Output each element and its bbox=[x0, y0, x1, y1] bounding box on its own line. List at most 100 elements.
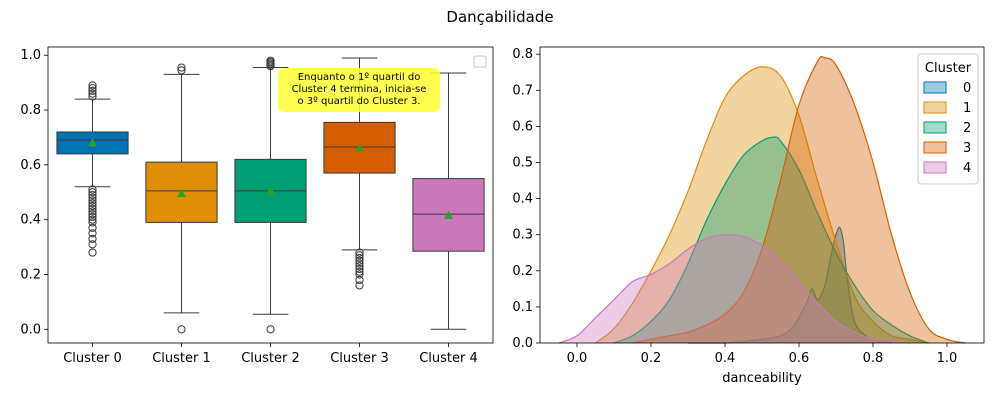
outlier-point bbox=[88, 248, 97, 257]
y-tick-label: 0.1 bbox=[512, 300, 533, 315]
outlier-point bbox=[88, 84, 97, 93]
outlier-point bbox=[88, 240, 97, 249]
outlier-point bbox=[355, 251, 364, 260]
outlier-point bbox=[355, 264, 364, 274]
figure-title: Dançabilidade bbox=[446, 8, 553, 26]
legend-label: 3 bbox=[963, 141, 971, 156]
legend-label: 4 bbox=[963, 161, 971, 176]
kde-legend: Cluster 0 1 2 3 4 bbox=[917, 53, 979, 185]
boxplot-plot-area: 0.0 0.2 0.4 0.6 0.8 1.0 Cluster 0 Cluster 1 Clus… bbox=[20, 46, 494, 366]
outlier-point bbox=[177, 325, 186, 334]
legend-swatch-cluster-0 bbox=[923, 81, 947, 94]
legend-label: 1 bbox=[963, 101, 971, 116]
kde-panel: 0.0 0.1 0.2 0.3 0.4 0.5 0.6 0.7 0.8 0.0 0.2 0.4 0.6 0… bbox=[512, 46, 985, 386]
y-tick-label: 0.8 bbox=[512, 47, 533, 62]
annotation-line-2: Cluster 4 termina, inicia-se bbox=[292, 84, 427, 95]
outlier-point bbox=[88, 89, 97, 98]
outlier-point bbox=[355, 275, 364, 285]
density-line-cluster-0 bbox=[688, 226, 892, 344]
y-tick-label: 1.0 bbox=[20, 48, 41, 63]
outlier-point bbox=[88, 81, 97, 90]
kde-axes-frame bbox=[539, 46, 985, 344]
y-tick-label: 0.4 bbox=[20, 213, 41, 228]
mean-marker bbox=[444, 210, 453, 220]
y-tick-label: 0.4 bbox=[512, 192, 533, 207]
x-tick-label: Cluster 1 bbox=[152, 351, 211, 366]
mean-marker bbox=[355, 143, 364, 152]
legend-swatch-cluster-1 bbox=[923, 101, 947, 114]
legend-swatch-cluster-4 bbox=[923, 161, 947, 174]
legend-swatch-cluster-2 bbox=[923, 121, 947, 134]
y-tick-label: 0.6 bbox=[512, 119, 533, 134]
x-tick-label: 0.8 bbox=[863, 351, 884, 366]
annotation-background bbox=[278, 68, 440, 112]
legend-swatch-cluster-3 bbox=[923, 141, 947, 154]
outlier-point bbox=[266, 325, 275, 334]
outlier-point bbox=[88, 210, 97, 219]
y-tick-label: 0.0 bbox=[512, 336, 533, 351]
outlier-point bbox=[355, 248, 364, 257]
outlier-point bbox=[88, 218, 97, 227]
x-tick-label: 0.0 bbox=[567, 351, 588, 366]
x-tick-label: Cluster 4 bbox=[419, 351, 478, 366]
outlier-point bbox=[88, 196, 97, 205]
legend-title: Cluster bbox=[925, 61, 972, 76]
annotation-line-1: Enquanto o 1º quartil do bbox=[298, 72, 421, 83]
legend-label: 0 bbox=[963, 81, 971, 96]
outlier-point bbox=[266, 56, 275, 65]
mean-marker bbox=[177, 188, 186, 198]
outlier-point bbox=[88, 204, 97, 213]
outlier-point bbox=[88, 185, 97, 194]
density-line-cluster-2 bbox=[613, 136, 929, 344]
x-axis-label: danceability bbox=[722, 371, 802, 386]
outlier-point bbox=[88, 207, 97, 216]
outlier-point bbox=[355, 270, 364, 279]
y-tick-label: 0.2 bbox=[512, 264, 533, 279]
y-tick-label: 0.2 bbox=[20, 267, 41, 282]
outlier-point bbox=[355, 259, 364, 268]
x-tick-label: 0.6 bbox=[789, 351, 810, 366]
outlier-point bbox=[88, 201, 97, 211]
y-tick-label: 0.5 bbox=[512, 156, 533, 171]
mean-marker bbox=[266, 185, 275, 195]
density-area-cluster-3 bbox=[632, 56, 966, 343]
outlier-point bbox=[355, 267, 364, 276]
x-tick-label: 0.4 bbox=[715, 351, 736, 366]
outlier-point bbox=[88, 212, 97, 222]
outlier-point bbox=[88, 188, 97, 197]
empty-legend-box bbox=[473, 55, 487, 68]
x-tick-label: 1.0 bbox=[937, 351, 958, 366]
outlier-point bbox=[355, 281, 364, 290]
outlier-point bbox=[177, 66, 186, 75]
kde-plot-area: 0.0 0.1 0.2 0.3 0.4 0.5 0.6 0.7 0.8 0.0 0.2 0.4 0.6 0… bbox=[512, 46, 985, 386]
x-tick-label: Cluster 0 bbox=[63, 351, 122, 366]
outlier-point bbox=[88, 190, 97, 200]
outlier-point bbox=[88, 223, 97, 232]
density-area-cluster-1 bbox=[595, 66, 929, 343]
mean-marker bbox=[88, 137, 97, 147]
outlier-point bbox=[88, 229, 97, 238]
outlier-point bbox=[88, 234, 97, 243]
outlier-point bbox=[88, 215, 97, 224]
y-tick-label: 0.0 bbox=[20, 322, 41, 337]
legend-label: 2 bbox=[963, 121, 971, 136]
legend-frame bbox=[917, 53, 979, 185]
outlier-point bbox=[88, 199, 97, 208]
x-tick-label: Cluster 3 bbox=[330, 351, 389, 366]
outlier-point bbox=[177, 63, 186, 72]
outlier-point bbox=[88, 86, 97, 95]
density-area-cluster-2 bbox=[614, 136, 929, 343]
density-line-cluster-3 bbox=[632, 55, 966, 344]
annotation-box: Enquanto o 1º quartil do Cluster 4 termi… bbox=[278, 68, 440, 112]
annotation-line-3: o 3º quartil do Cluster 3. bbox=[298, 96, 421, 107]
boxplot-panel: 0.0 0.2 0.4 0.6 0.8 1.0 Cluster 0 Cluster 1 Clus… bbox=[20, 46, 494, 366]
outlier-point bbox=[88, 193, 97, 202]
y-tick-label: 0.6 bbox=[20, 158, 41, 173]
y-tick-label: 0.3 bbox=[512, 228, 533, 243]
x-tick-label: Cluster 2 bbox=[241, 351, 300, 366]
density-line-cluster-1 bbox=[595, 66, 929, 344]
x-tick-label: 0.2 bbox=[641, 351, 662, 366]
outlier-point bbox=[355, 256, 364, 265]
